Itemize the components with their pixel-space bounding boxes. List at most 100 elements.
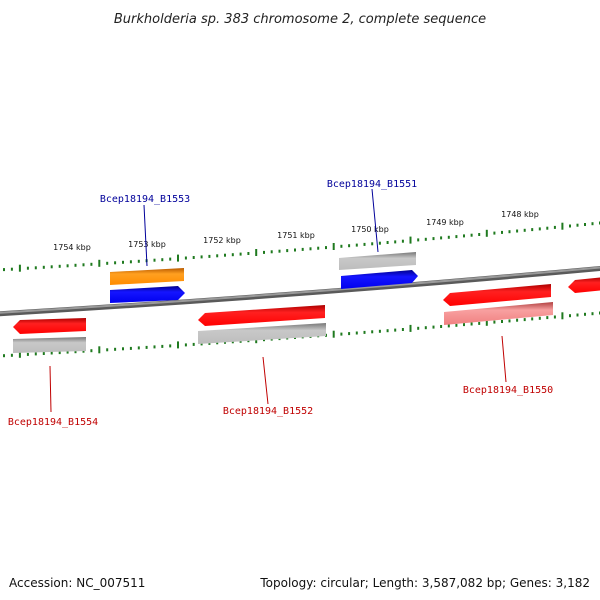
minor-tick	[169, 344, 172, 348]
minor-tick	[200, 255, 203, 259]
major-tick	[332, 330, 335, 338]
minor-tick	[66, 350, 69, 354]
leader-line-B1550	[501, 335, 507, 383]
minor-tick	[10, 267, 13, 271]
minor-tick	[348, 332, 351, 336]
minor-tick	[531, 317, 534, 321]
minor-tick	[447, 235, 450, 239]
minor-tick	[569, 314, 571, 318]
minor-tick	[10, 353, 13, 357]
minor-tick	[42, 265, 45, 269]
minor-tick	[208, 254, 211, 258]
gene-B1551-feature[interactable]	[339, 252, 416, 270]
minor-tick	[153, 258, 156, 262]
scale-label-1754: 1754 kbp	[53, 243, 91, 252]
minor-tick	[440, 236, 443, 240]
minor-tick	[531, 228, 534, 232]
minor-tick	[417, 326, 420, 330]
minor-tick	[286, 249, 289, 253]
minor-tick	[447, 324, 450, 328]
minor-tick	[90, 262, 93, 266]
minor-tick	[401, 328, 404, 331]
major-tick	[409, 324, 412, 332]
minor-tick	[576, 223, 579, 227]
minor-tick	[348, 244, 351, 248]
minor-tick	[424, 237, 427, 241]
gene-label-B1554[interactable]: Bcep18194_B1554	[8, 417, 98, 428]
minor-tick	[432, 237, 435, 241]
major-tick	[561, 222, 564, 230]
minor-tick	[34, 266, 37, 270]
major-tick	[18, 264, 21, 272]
minor-tick	[386, 329, 389, 333]
minor-tick	[58, 264, 61, 268]
gene-B1550-feature[interactable]	[444, 302, 553, 325]
major-tick	[485, 229, 488, 237]
minor-tick	[394, 240, 397, 244]
minor-tick	[309, 247, 312, 251]
gene-B1553-feature[interactable]	[110, 268, 184, 285]
minor-tick	[114, 347, 117, 351]
accession-text: Accession: NC_007511	[9, 576, 146, 590]
major-tick	[98, 259, 101, 267]
minor-tick	[26, 352, 29, 356]
gene-B1554-cds[interactable]	[13, 318, 86, 334]
minor-tick	[386, 241, 389, 244]
gene-B1551-cds[interactable]	[341, 270, 418, 289]
minor-tick	[161, 258, 164, 262]
minor-tick	[137, 346, 140, 350]
minor-tick	[224, 253, 226, 257]
minor-tick	[455, 323, 458, 327]
minor-tick	[66, 264, 69, 268]
minor-tick	[74, 350, 77, 354]
scale-label-1750: 1750 kbp	[351, 225, 389, 234]
gene-B1553-cds[interactable]	[110, 286, 185, 303]
minor-tick	[501, 230, 503, 234]
minor-tick	[114, 261, 117, 265]
minor-tick	[591, 312, 594, 316]
gene-label-B1553[interactable]: Bcep18194_B1553	[100, 194, 190, 205]
major-tick	[18, 350, 21, 358]
minor-tick	[523, 318, 526, 322]
minor-tick	[263, 250, 265, 254]
minor-tick	[122, 347, 124, 351]
gene-B1550-cds[interactable]	[443, 284, 551, 306]
minor-tick	[546, 316, 549, 320]
minor-tick	[553, 315, 556, 319]
minor-tick	[508, 319, 511, 323]
minor-tick	[394, 328, 397, 332]
chromosome-backbone-highlight	[0, 266, 600, 314]
gene-B1552-feature[interactable]	[198, 323, 326, 344]
minor-tick	[192, 256, 195, 259]
minor-tick	[26, 266, 29, 270]
major-tick	[98, 346, 101, 354]
minor-tick	[516, 318, 519, 322]
map-title: Burkholderia sp. 383 chromosome 2, compl…	[114, 12, 486, 27]
minor-tick	[184, 343, 187, 347]
gene-label-B1552[interactable]: Bcep18194_B1552	[223, 406, 313, 417]
minor-tick	[569, 224, 571, 228]
scale-label-1753: 1753 kbp	[128, 240, 166, 249]
minor-tick	[493, 320, 496, 324]
minor-tick	[440, 325, 443, 328]
minor-tick	[161, 344, 164, 348]
minor-tick	[82, 263, 85, 267]
gene-next-cds[interactable]	[568, 277, 600, 293]
minor-tick	[493, 231, 496, 235]
minor-tick	[576, 313, 579, 317]
gene-B1552-cds[interactable]	[198, 305, 325, 326]
minor-tick	[538, 227, 541, 231]
gene-B1554-feature[interactable]	[13, 337, 86, 353]
minor-tick	[74, 263, 77, 267]
minor-tick	[106, 348, 109, 352]
minor-tick	[200, 342, 203, 346]
gene-label-B1550[interactable]: Bcep18194_B1550	[463, 385, 553, 396]
minor-tick	[82, 349, 85, 353]
leader-line-B1553	[143, 204, 148, 267]
leader-line-B1552	[262, 356, 269, 405]
leader-line-B1554	[49, 365, 52, 413]
gene-label-B1551[interactable]: Bcep18194_B1551	[327, 179, 417, 190]
minor-tick	[584, 223, 586, 226]
scale-label-1748: 1748 kbp	[501, 210, 539, 219]
minor-tick	[137, 259, 140, 263]
